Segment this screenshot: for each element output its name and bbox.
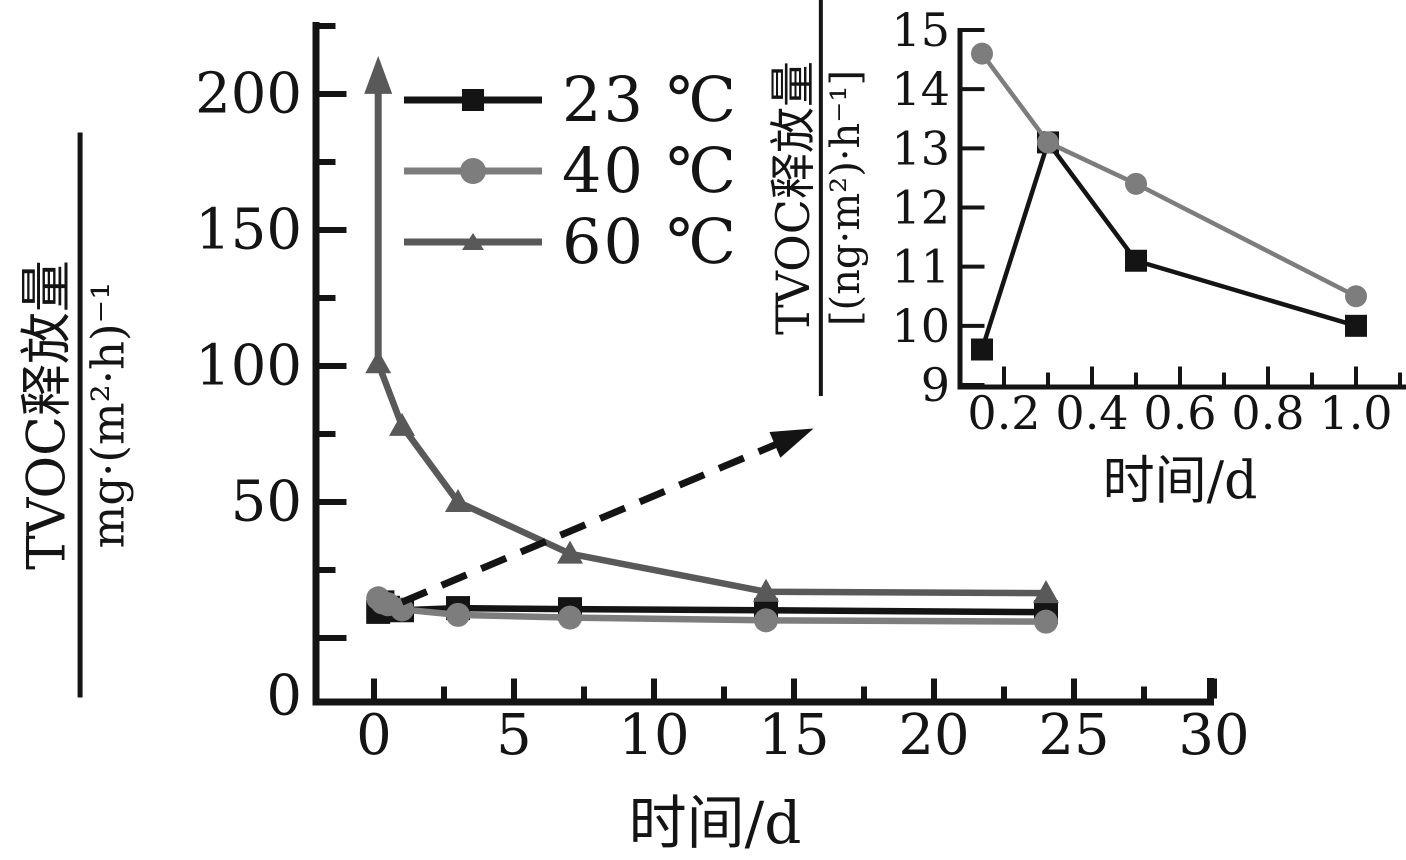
- inset-pointer-arrow-shaft: [400, 439, 782, 606]
- main-series-23℃-line: [375, 599, 1047, 616]
- main-series-60℃-triangle-marker: [389, 412, 415, 436]
- main-y-axis-title: TVOC释放量 mg·(m²·h)⁻¹: [17, 132, 135, 698]
- main-y-title-denominator: mg·(m²·h)⁻¹: [81, 281, 135, 549]
- inset-x-tick-label: 1.0: [1319, 386, 1392, 440]
- main-series-40℃-circle-marker: [390, 597, 414, 622]
- main-series-60℃-triangle-marker: [753, 578, 779, 602]
- inset-series-40℃-circle-marker: [1345, 285, 1367, 308]
- legend-marker-60c-triangle-icon: [404, 232, 542, 250]
- main-series-60℃-triangle-marker: [1033, 580, 1059, 604]
- inset-series-40℃-circle-marker: [971, 42, 993, 65]
- offscale-arrow-head-icon: [364, 55, 393, 94]
- inset-series-23℃-square-marker: [1125, 249, 1147, 272]
- inset-series-40℃-circle-marker: [1037, 131, 1059, 154]
- main-x-tick-label: 15: [758, 703, 829, 768]
- main-y-tick-label: 0: [266, 664, 302, 729]
- legend-label-60c: 60 ℃: [562, 205, 738, 278]
- inset-y-tick-label: 10: [891, 299, 950, 353]
- main-axes: 0 5 10 15 20 25 30 0 50 100 150 200: [195, 22, 1250, 768]
- inset-y-title-numerator: TVOC释放量: [765, 61, 820, 336]
- inset-series-40℃-line: [980, 52, 1358, 299]
- main-x-tick-label: 30: [1178, 703, 1249, 768]
- inset-series-40℃-circle-marker: [1125, 172, 1147, 195]
- inset-y-tick-label: 11: [891, 240, 950, 294]
- inset-y-axis-title: TVOC释放量 [(ng·m²)·h⁻¹]: [765, 0, 870, 396]
- main-x-tick-label: 20: [898, 703, 969, 768]
- main-x-tick-label: 10: [618, 703, 689, 768]
- main-series-40℃: [366, 586, 1058, 634]
- main-y-tick-label: 100: [195, 334, 302, 399]
- main-y-tick-label: 200: [195, 62, 302, 127]
- inset-y-title-denominator: [(ng·m²)·h⁻¹]: [823, 69, 870, 327]
- inset-x-tick-label: 0.8: [1231, 386, 1304, 440]
- inset-y-tick-label: 12: [891, 180, 950, 234]
- legend-marker-40c-circle-icon: [404, 157, 542, 184]
- main-series-40℃-circle-marker: [558, 605, 582, 630]
- inset-y-tick-label: 15: [891, 3, 950, 57]
- inset-series-23℃-square-marker: [1345, 314, 1367, 337]
- main-x-tick-label: 0: [356, 703, 392, 768]
- main-series-60℃: [365, 350, 1059, 604]
- legend-label-23c: 23 ℃: [562, 63, 738, 136]
- inset-y-tick-label: 13: [891, 121, 950, 175]
- inset-series-40℃: [971, 42, 1367, 308]
- main-series-40℃-circle-marker: [1034, 609, 1058, 634]
- inset-x-axis-title: 时间/d: [1102, 451, 1258, 512]
- inset-y-tick-label: 9: [921, 358, 950, 412]
- inset-x-tick-label: 0.4: [1055, 386, 1128, 440]
- legend-label-40c: 40 ℃: [562, 134, 738, 207]
- inset-pointer-arrow-head-icon: [769, 428, 814, 458]
- legend-item-23c: 23 ℃: [398, 63, 738, 136]
- main-y-tick-label: 150: [195, 198, 302, 263]
- main-series-60℃-triangle-marker: [557, 540, 583, 564]
- main-series-60℃-triangle-marker: [445, 489, 471, 512]
- inset-series-23℃: [971, 131, 1367, 361]
- inset-x-tick-label: 0.6: [1143, 386, 1216, 440]
- main-y-title-numerator: TVOC释放量: [17, 260, 78, 570]
- inset-series-23℃-square-marker: [971, 338, 993, 361]
- legend-item-60c: 60 ℃: [398, 205, 738, 278]
- inset-x-tick-label: 0.2: [967, 386, 1040, 440]
- main-series-40℃-circle-marker: [446, 602, 470, 627]
- main-x-tick-label: 25: [1038, 703, 1109, 768]
- main-x-axis-title: 时间/d: [628, 789, 802, 857]
- main-series-40℃-circle-marker: [754, 608, 778, 633]
- main-x-tick-label: 5: [496, 703, 532, 768]
- legend: 23 ℃ 40 ℃ 60 ℃: [398, 63, 738, 278]
- inset-pointer-arrow: [400, 428, 814, 606]
- main-y-tick-label: 50: [231, 470, 302, 535]
- legend-marker-23c-square-icon: [404, 88, 542, 111]
- inset-series-23℃-line: [979, 140, 1357, 351]
- legend-item-40c: 40 ℃: [398, 134, 738, 207]
- offscale-arrow: [364, 55, 393, 364]
- inset-y-tick-label: 14: [891, 62, 950, 116]
- main-series-60℃-line: [375, 362, 1047, 597]
